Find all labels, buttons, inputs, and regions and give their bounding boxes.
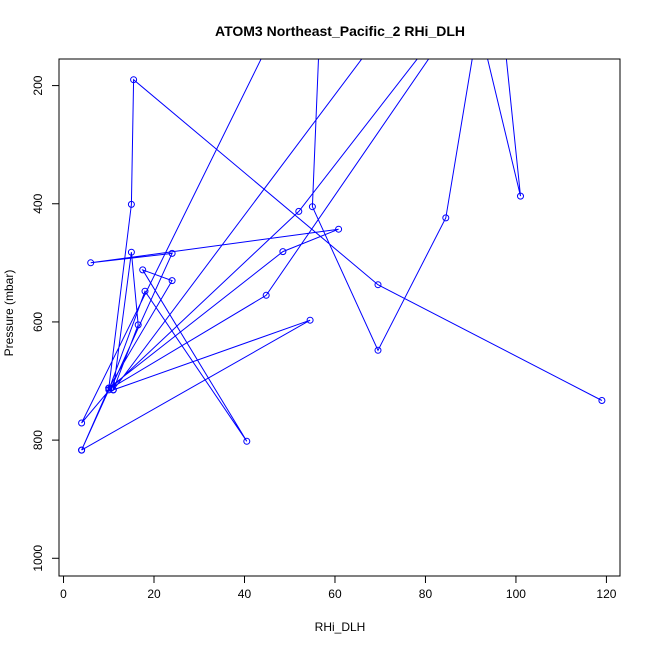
data-point bbox=[78, 446, 86, 454]
x-tick-label: 0 bbox=[60, 587, 67, 601]
data-point bbox=[306, 316, 314, 324]
data-point bbox=[105, 384, 113, 392]
data-point bbox=[308, 203, 316, 211]
plot-frame bbox=[58, 58, 621, 577]
data-point bbox=[598, 397, 606, 404]
data-point bbox=[130, 76, 138, 84]
data-point bbox=[517, 192, 524, 200]
x-tick-label: 40 bbox=[238, 587, 252, 601]
data-point bbox=[87, 259, 95, 267]
x-tick-label: 60 bbox=[328, 587, 342, 601]
data-point bbox=[127, 248, 135, 256]
data-point bbox=[262, 291, 270, 299]
x-axis-title: RHi_DLH bbox=[315, 620, 366, 634]
x-axis: 0 20 40 60 80 100 120 bbox=[60, 575, 617, 601]
data-point bbox=[295, 207, 303, 215]
data-point bbox=[134, 321, 142, 329]
chart-title: ATOM3 Northeast_Pacific_2 RHi_DLH bbox=[215, 23, 465, 39]
y-tick-label: 600 bbox=[31, 312, 45, 332]
data-point bbox=[279, 248, 287, 256]
y-tick-label: 400 bbox=[31, 193, 45, 213]
data-point bbox=[109, 386, 117, 394]
data-point bbox=[78, 419, 86, 427]
y-tick-label: 200 bbox=[31, 75, 45, 95]
data-point bbox=[374, 281, 382, 289]
data-point bbox=[139, 266, 147, 274]
data-point bbox=[374, 346, 382, 354]
data-point bbox=[107, 384, 115, 392]
data-point bbox=[127, 200, 135, 208]
series-layer bbox=[78, 59, 606, 454]
y-axis-title: Pressure (mbar) bbox=[2, 270, 16, 357]
y-tick-label: 1000 bbox=[31, 545, 45, 572]
data-point bbox=[335, 225, 343, 233]
y-axis: 200 400 600 800 1000 bbox=[31, 75, 60, 572]
x-tick-label: 20 bbox=[147, 587, 161, 601]
data-point bbox=[168, 249, 176, 257]
x-tick-label: 80 bbox=[419, 587, 433, 601]
series-line bbox=[81, 59, 603, 451]
y-tick-label: 800 bbox=[31, 430, 45, 450]
data-point bbox=[168, 277, 176, 285]
x-tick-label: 100 bbox=[506, 587, 526, 601]
data-point bbox=[442, 214, 450, 222]
data-point bbox=[141, 287, 149, 295]
x-tick-label: 120 bbox=[596, 587, 616, 601]
data-point bbox=[243, 437, 251, 445]
